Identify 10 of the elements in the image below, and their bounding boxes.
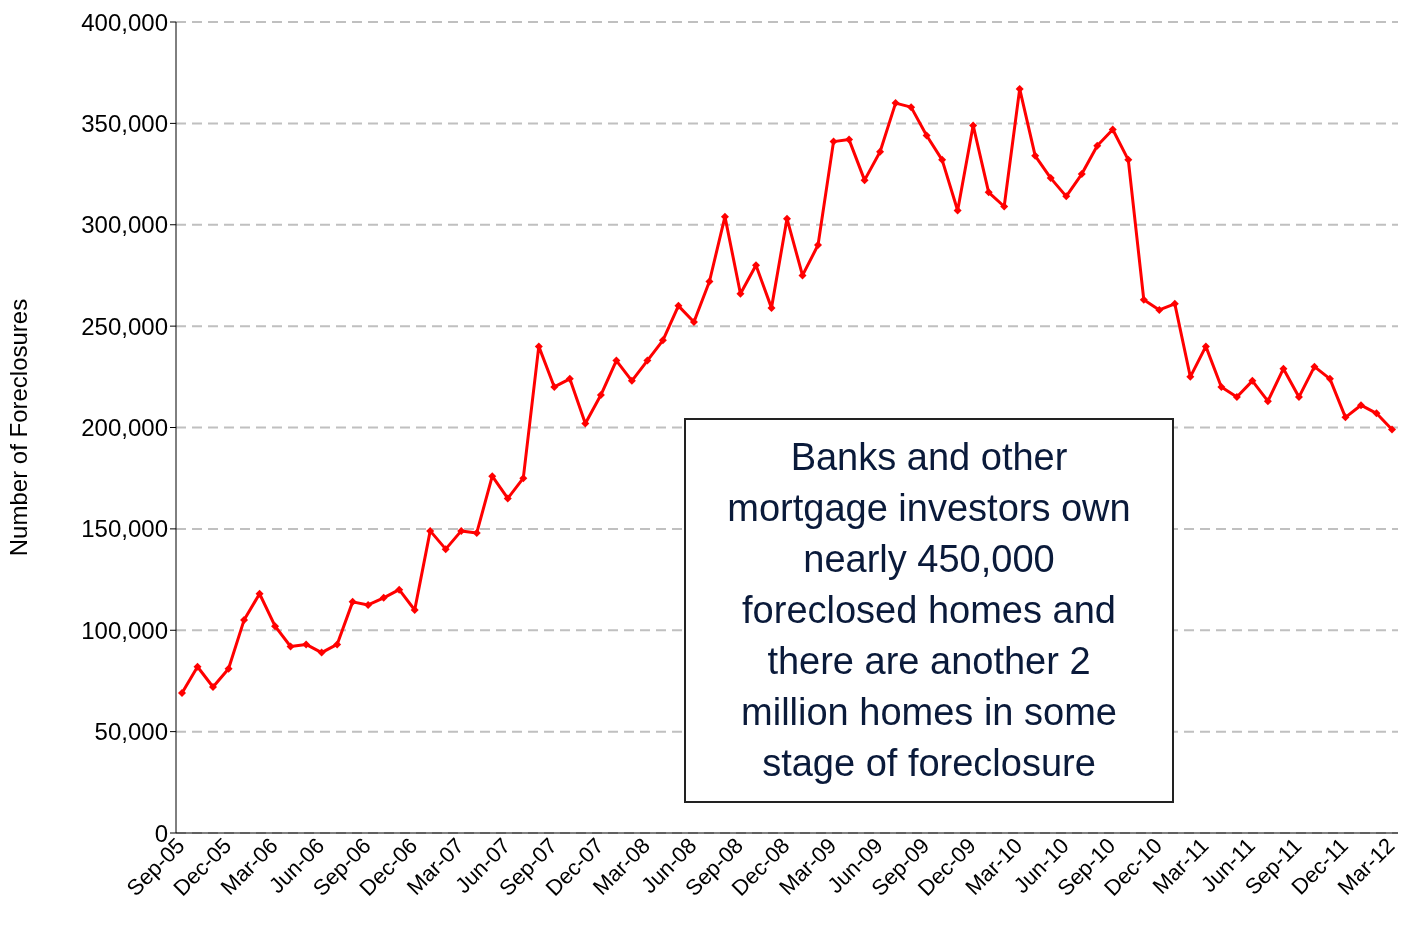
- y-tick-label: 350,000: [81, 109, 168, 137]
- y-tick-label: 250,000: [81, 312, 168, 340]
- y-tick-label: 200,000: [81, 414, 168, 442]
- y-tick-label: 150,000: [81, 515, 168, 543]
- text-box: Banks and other mortgage investors own nearly 450,000 foreclosed homes and there are another 2 million homes in some stage of foreclosure: [684, 418, 1174, 803]
- y-tick-label: 50,000: [94, 718, 168, 746]
- y-tick-label: 100,000: [81, 616, 168, 644]
- y-axis-title: Number of Foreclosures: [4, 298, 32, 557]
- y-tick-label: 300,000: [81, 211, 168, 239]
- y-tick-label: 400,000: [81, 8, 168, 36]
